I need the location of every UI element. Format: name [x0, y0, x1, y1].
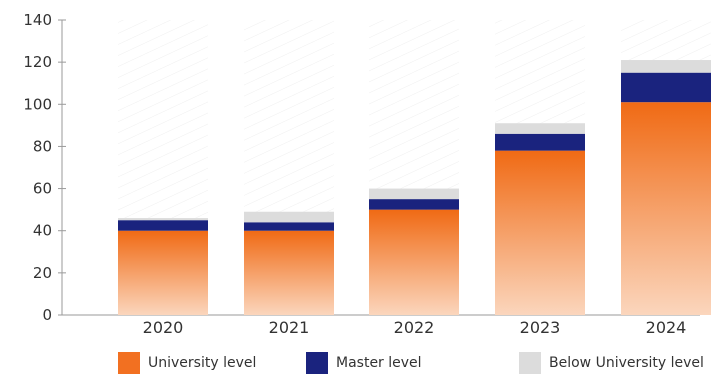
legend-label-university: University level [148, 355, 257, 371]
y-tick-label: 20 [33, 264, 52, 282]
bar-2022-series-0 [369, 209, 459, 315]
y-tick-label: 80 [33, 137, 52, 155]
bar-2021-series-2 [244, 211, 334, 223]
legend-item-below-university: Below University level [519, 352, 704, 374]
bar-2024-series-1 [621, 72, 711, 103]
x-tick-label: 2021 [269, 318, 310, 337]
bar-2022-series-2 [369, 188, 459, 200]
legend-swatch-master [306, 352, 328, 374]
legend-label-below-university: Below University level [549, 355, 704, 371]
bar-2020-series-0 [118, 230, 208, 315]
legend-swatch-below-university [519, 352, 541, 374]
bar-2022-series-1 [369, 199, 459, 210]
legend-item-master: Master level [306, 352, 422, 374]
bar-2023-series-2 [495, 123, 585, 134]
x-tick-label: 2020 [143, 318, 184, 337]
y-tick-label: 40 [33, 222, 52, 240]
y-tick-label: 140 [23, 11, 52, 29]
y-tick-label: 0 [42, 306, 52, 324]
x-tick-label: 2023 [520, 318, 561, 337]
y-tick-label: 100 [23, 95, 52, 113]
bar-2024-series-2 [621, 60, 711, 73]
bar-2021-series-0 [244, 230, 334, 315]
legend-swatch-university [118, 352, 140, 374]
x-tick-label: 2024 [646, 318, 687, 337]
bar-2023-series-1 [495, 133, 585, 151]
x-tick-label: 2022 [394, 318, 435, 337]
bar-2024-series-0 [621, 102, 711, 315]
y-tick-label: 120 [23, 53, 52, 71]
bar-2023-series-0 [495, 150, 585, 315]
y-tick-label: 60 [33, 180, 52, 198]
bar-2021-series-1 [244, 222, 334, 231]
bar-2020-series-1 [118, 220, 208, 231]
bar-2020-series-2 [118, 218, 208, 221]
legend-label-master: Master level [336, 355, 422, 371]
legend-item-university: University level [118, 352, 256, 374]
legend: University level Master level Below Univ… [0, 352, 711, 376]
